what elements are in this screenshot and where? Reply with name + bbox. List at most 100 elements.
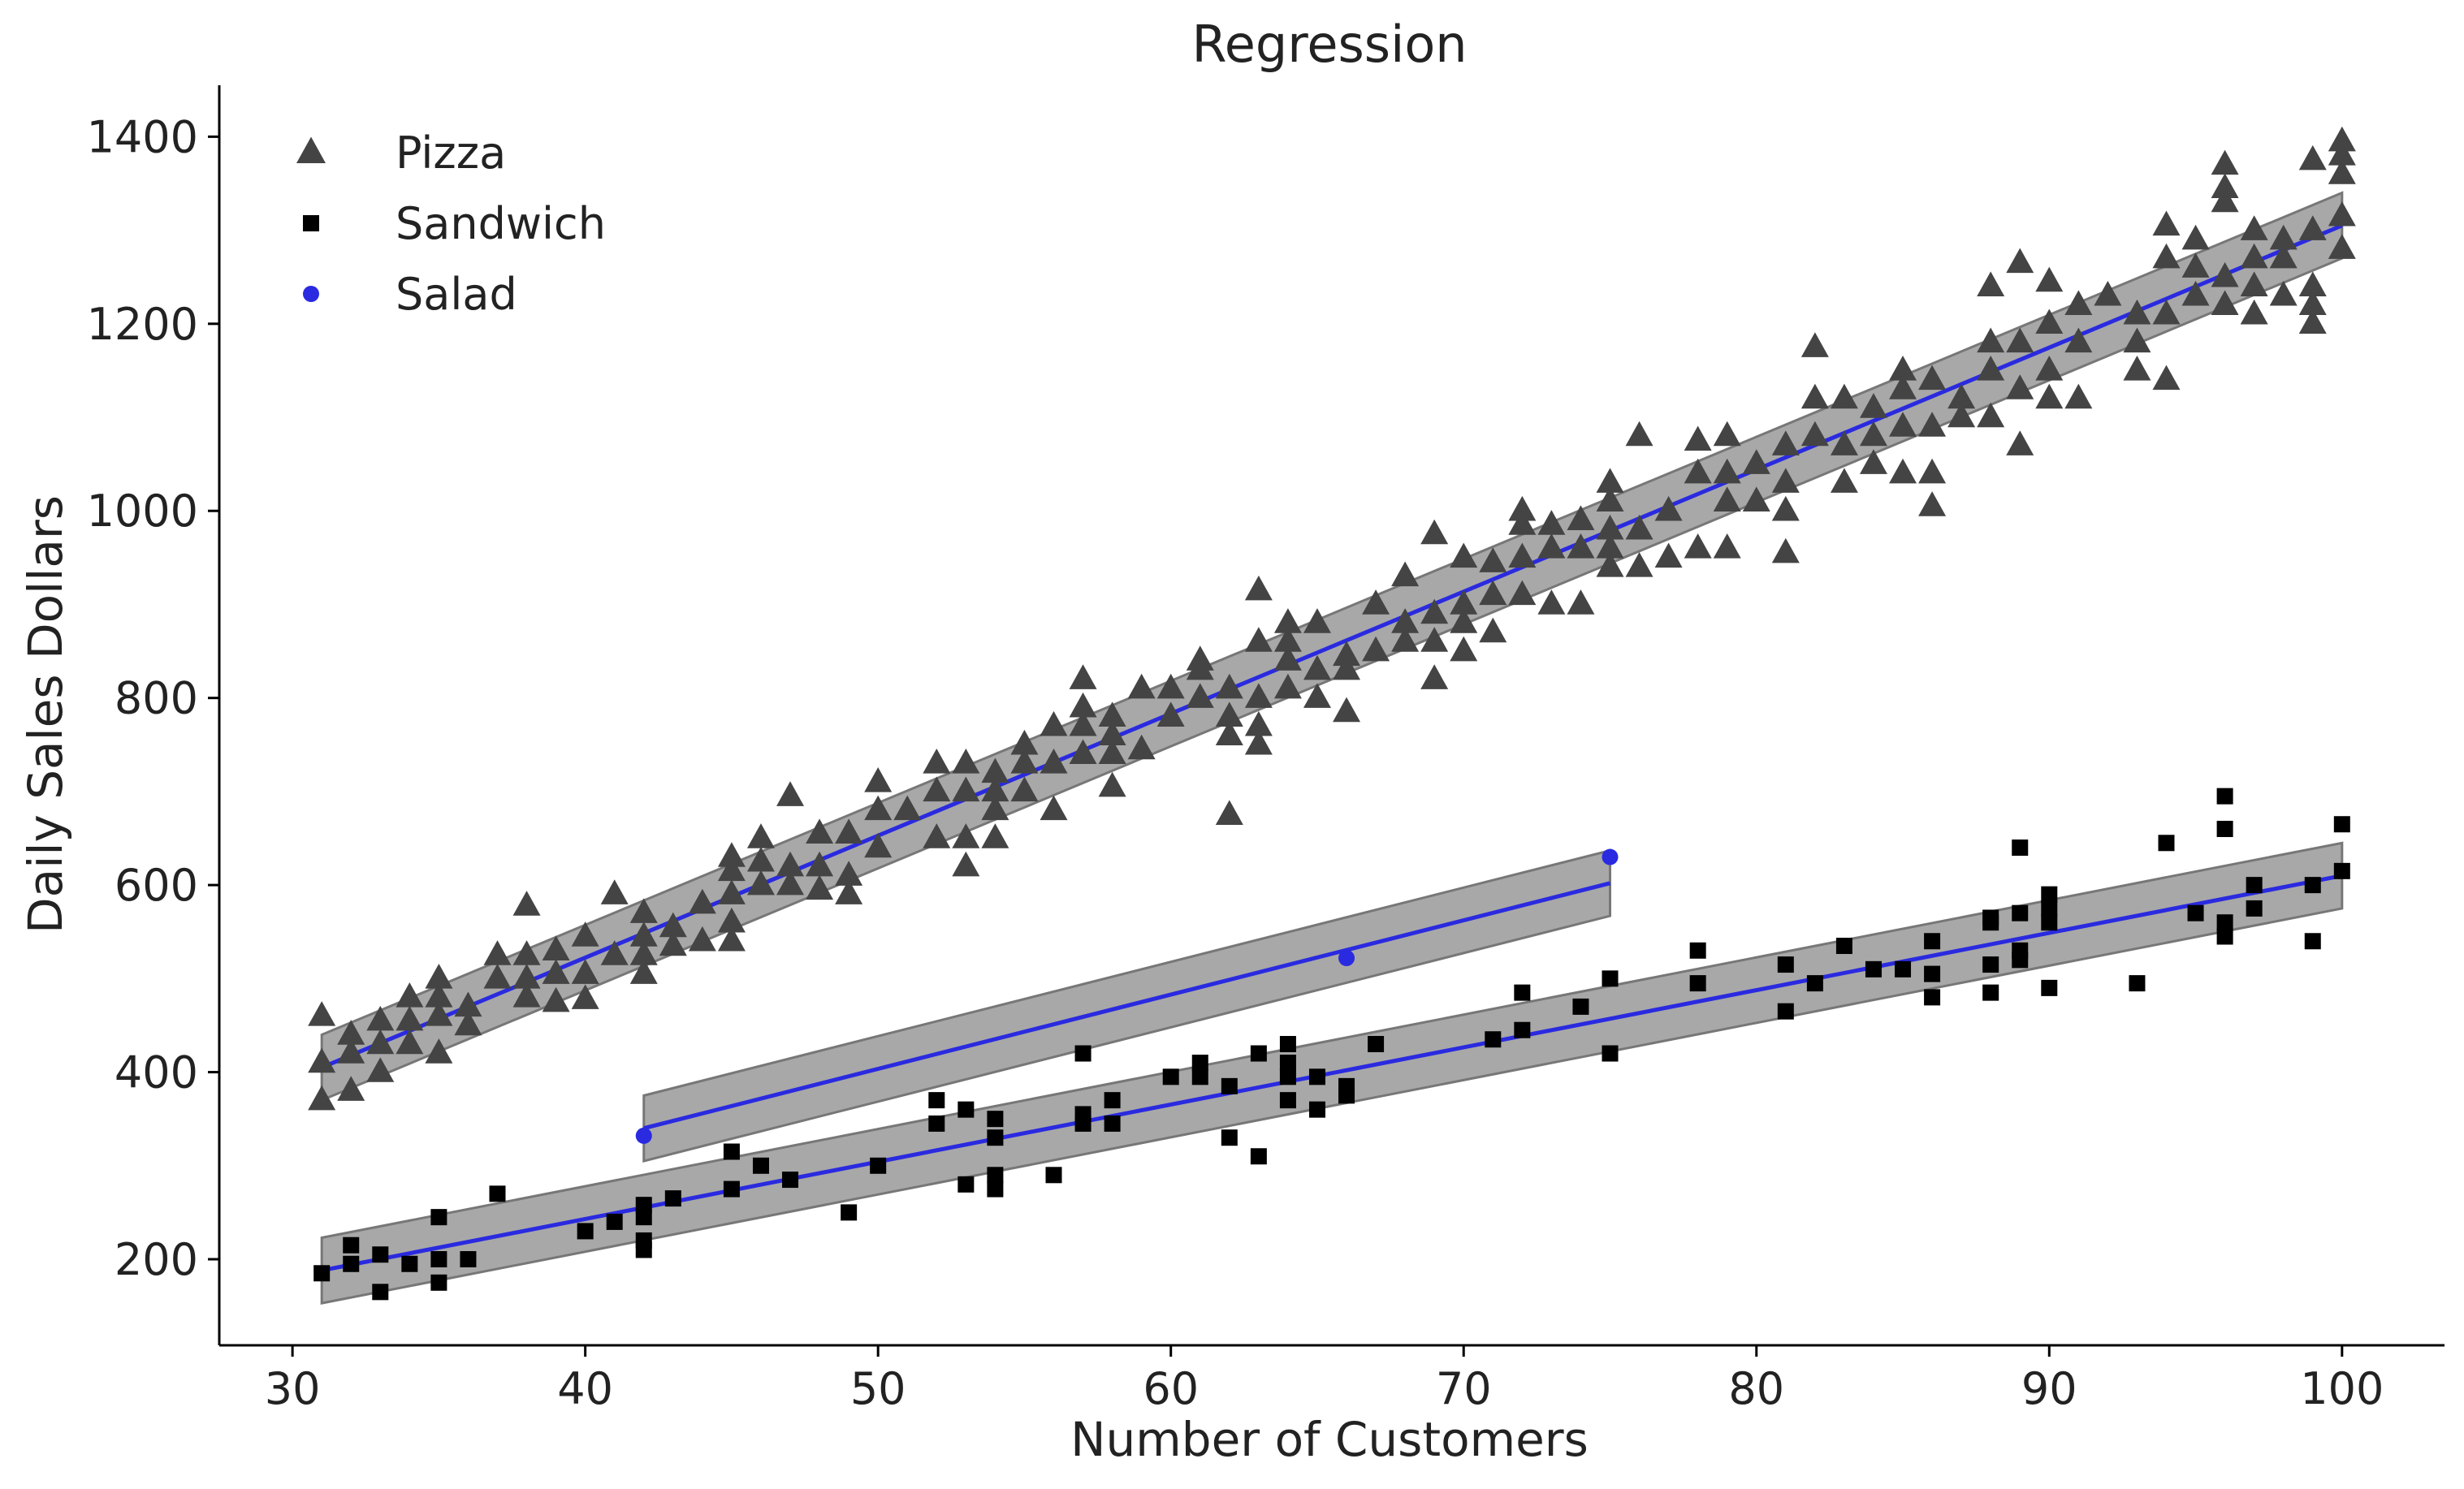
pizza-point — [1069, 739, 1097, 765]
salad-point — [635, 1127, 652, 1144]
pizza-point — [776, 870, 805, 896]
pizza-point — [2211, 187, 2239, 213]
pizza-point — [717, 842, 746, 867]
sandwich-point — [1250, 1045, 1267, 1062]
sandwich-point — [752, 1157, 769, 1174]
sandwich-point — [1221, 1129, 1238, 1146]
sandwich-point — [1308, 1068, 1325, 1085]
pizza-point — [629, 898, 658, 923]
sandwich-point — [1191, 1068, 1208, 1085]
pizza-point — [1273, 673, 1302, 699]
pizza-point — [2064, 327, 2093, 353]
pizza-point — [717, 907, 746, 933]
pizza-point — [1859, 393, 1887, 418]
sandwich-point — [1514, 984, 1531, 1001]
sandwich-point — [958, 1176, 975, 1193]
sandwich-regression-line — [321, 874, 2343, 1273]
sandwich-point — [2216, 928, 2233, 945]
pizza-point — [2094, 280, 2122, 306]
sandwich-point — [987, 1129, 1004, 1146]
pizza-point — [1156, 673, 1185, 699]
y-tick-label: 1000 — [87, 486, 198, 537]
chart-title: Regression — [1191, 15, 1467, 74]
pizza-point — [923, 823, 951, 848]
pizza-point — [1771, 495, 1800, 521]
sandwich-point — [928, 1115, 945, 1132]
pizza-point — [337, 1076, 365, 1101]
pizza-point — [512, 982, 541, 1008]
sandwich-point — [928, 1092, 945, 1109]
x-tick-label: 40 — [557, 1363, 613, 1414]
sandwich-point — [1982, 909, 1999, 926]
pizza-point — [2328, 234, 2356, 259]
legend-pizza-label: Pizza — [396, 127, 506, 179]
pizza-point — [2240, 215, 2268, 240]
pizza-point — [2123, 356, 2151, 381]
pizza-point — [1947, 383, 1976, 409]
pizza-point — [1010, 748, 1039, 774]
x-tick-label: 30 — [265, 1363, 321, 1414]
pizza-point — [1508, 542, 1537, 568]
pizza-point — [366, 1057, 395, 1082]
pizza-point — [1244, 729, 1273, 755]
pizza-point — [454, 1010, 482, 1036]
pizza-point — [1156, 701, 1185, 727]
pizza-point — [425, 963, 453, 989]
sandwich-point — [343, 1237, 360, 1254]
pizza-point — [1918, 458, 1947, 484]
sandwich-point — [2216, 788, 2233, 805]
pizza-point — [1567, 505, 1595, 531]
pizza-point — [776, 781, 805, 806]
pizza-point — [864, 832, 893, 858]
salad-point — [1338, 949, 1355, 966]
x-tick-label: 80 — [1728, 1363, 1784, 1414]
sandwich-point — [1191, 1055, 1208, 1072]
pizza-regression-line — [321, 223, 2343, 1070]
sandwich-point — [1572, 998, 1589, 1015]
pizza-point — [1244, 683, 1273, 708]
pizza-point — [746, 823, 775, 848]
pizza-point — [1684, 533, 1712, 559]
pizza-point — [2211, 173, 2239, 198]
sandwich-point — [723, 1180, 740, 1198]
pizza-point — [1069, 710, 1097, 736]
sandwich-point — [635, 1232, 652, 1249]
sandwich-point — [1162, 1068, 1179, 1085]
pizza-point — [1947, 402, 1976, 428]
pizza-point — [512, 891, 541, 916]
sandwich-point — [958, 1101, 975, 1118]
pizza-point — [2152, 243, 2181, 269]
pizza-point — [864, 767, 893, 792]
pizza-point — [2006, 327, 2034, 353]
pizza-point — [835, 861, 863, 886]
pizza-point — [1889, 356, 1917, 381]
pizza-point — [1273, 645, 1302, 671]
pizza-point — [1450, 636, 1478, 662]
pizza-point — [571, 921, 599, 947]
pizza-point — [308, 1047, 336, 1073]
pizza-point — [2298, 215, 2327, 240]
pizza-point — [1420, 664, 1449, 689]
pizza-point — [2123, 327, 2151, 353]
pizza-point — [1889, 374, 1917, 399]
pizza-point — [600, 940, 629, 965]
pizza-point — [1479, 580, 1507, 606]
sandwich-point — [577, 1223, 594, 1240]
pizza-point — [1040, 795, 1068, 821]
pizza-point — [1625, 552, 1653, 577]
sandwich-point — [489, 1185, 506, 1202]
pizza-point — [1800, 383, 1829, 409]
sandwich-point — [841, 1204, 858, 1221]
pizza-point — [1215, 673, 1243, 699]
sandwich-point — [430, 1274, 447, 1291]
y-axis-label: Daily Sales Dollars — [18, 495, 73, 934]
sandwich-point — [1485, 1031, 1502, 1048]
sandwich-point — [1279, 1035, 1296, 1052]
pizza-point — [2269, 243, 2298, 269]
sandwich-point — [2041, 900, 2058, 917]
sandwich-point — [1689, 942, 1706, 959]
pizza-point — [2152, 210, 2181, 236]
pizza-point — [835, 818, 863, 844]
pizza-point — [1215, 720, 1243, 746]
pizza-point — [893, 795, 922, 821]
